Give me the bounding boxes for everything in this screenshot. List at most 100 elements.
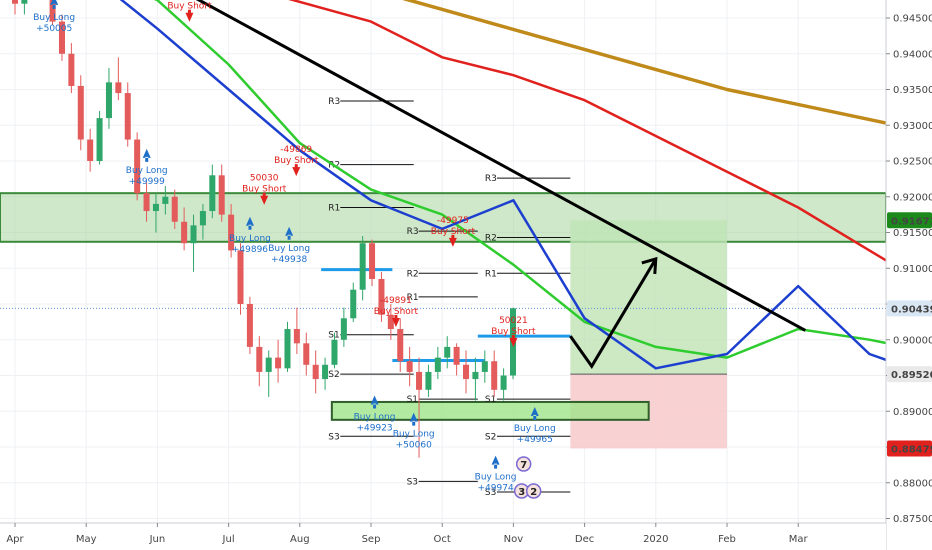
- candle-body: [378, 278, 385, 315]
- y-tick-label: 0.91500: [893, 228, 932, 239]
- candle-body: [11, 0, 19, 4]
- candle-body: [152, 203, 159, 212]
- y-tick-label: 0.94500: [893, 14, 932, 25]
- sell-arrow-icon: [391, 315, 400, 328]
- sell-arrow-icon: [509, 335, 518, 348]
- candle-body: [322, 364, 329, 380]
- y-tick-label: 0.93000: [893, 121, 932, 132]
- candle-body: [265, 357, 272, 372]
- signal-buy-label: Buy Long: [475, 473, 517, 483]
- candle-body: [134, 139, 141, 194]
- y-tick-label: 0.94000: [893, 49, 932, 60]
- candle-body: [96, 118, 103, 161]
- pivot-label: S1: [407, 395, 418, 405]
- x-tick-label: Feb: [718, 534, 736, 545]
- signal-sell-value: 50021: [499, 316, 528, 326]
- candle-body: [369, 243, 376, 279]
- signal-buy-value: +49974: [478, 484, 514, 494]
- candle-body: [171, 196, 178, 222]
- buy-arrow-icon: [50, 0, 59, 9]
- signal-sell-label: Buy Short: [242, 185, 287, 195]
- candle-body: [444, 346, 451, 358]
- y-tick-label: 0.91000: [893, 264, 932, 275]
- signal-buy-value: +50060: [396, 441, 432, 451]
- signal-sell-label: Buy Short: [167, 2, 212, 12]
- pivot-label: S3: [407, 477, 418, 487]
- x-tick-label: Mar: [789, 534, 809, 545]
- candle-body: [416, 371, 423, 390]
- signal-buy-label: Buy Long: [33, 13, 75, 23]
- pivot-label: R1: [328, 203, 340, 213]
- x-tick-label: Jul: [222, 534, 235, 545]
- candle-body: [434, 357, 441, 372]
- x-tick-label: Dec: [575, 534, 594, 545]
- counter-badge: [525, 483, 542, 499]
- sell-arrow-icon: [292, 164, 301, 177]
- candle-body: [49, 0, 56, 22]
- x-tick-label: May: [76, 534, 97, 545]
- price-badge-label: 0.89520: [891, 370, 932, 381]
- signal-sell-value: 50030: [250, 174, 279, 184]
- sell-arrow-icon: [260, 192, 269, 205]
- candle-body: [350, 289, 357, 319]
- signal-sell-value: 49994: [175, 0, 204, 1]
- candle-body: [162, 196, 169, 204]
- buy-arrow-icon: [285, 226, 294, 240]
- sell-arrow-icon: [185, 9, 194, 22]
- x-tick-label: Jun: [149, 534, 166, 545]
- candle-body: [425, 371, 432, 390]
- candle-body: [397, 329, 404, 362]
- candle-body: [199, 211, 206, 226]
- signal-sell-label: Buy Short: [491, 327, 536, 337]
- candle-body: [481, 361, 488, 372]
- y-tick-label: 0.92000: [893, 192, 932, 203]
- pivot-label: S2: [328, 370, 339, 380]
- y-tick-label: 0.88000: [893, 478, 932, 489]
- price-badge-label: 0.90439: [891, 304, 932, 315]
- price-badge: [887, 212, 932, 229]
- x-tick-label: Sep: [362, 534, 381, 545]
- candle-body: [387, 314, 394, 330]
- candle-body: [312, 364, 319, 380]
- counter-digit: 3: [518, 487, 525, 498]
- candle-body: [124, 93, 131, 140]
- signal-buy-label: Buy Long: [229, 234, 271, 244]
- trendline: [195, 0, 807, 332]
- candle-body: [58, 21, 65, 54]
- y-tick-label: 0.89000: [893, 407, 932, 418]
- buy-arrow-icon: [370, 395, 379, 409]
- pivot-label: S3: [328, 432, 339, 442]
- pivot-label: S2: [485, 432, 496, 442]
- signal-buy-value: +49965: [517, 435, 553, 445]
- counter-digit: 2: [530, 487, 537, 498]
- y-tick-label: 0.93500: [893, 85, 932, 96]
- candle-body: [256, 346, 263, 372]
- candle-body: [228, 214, 235, 251]
- candle-body: [218, 175, 225, 215]
- y-tick-label: 0.92500: [893, 157, 932, 168]
- x-tick-label: Oct: [434, 534, 451, 545]
- candle-body: [331, 339, 338, 365]
- counter-badge: [515, 456, 532, 472]
- candle-body: [359, 243, 366, 290]
- buy-arrow-icon: [245, 216, 254, 230]
- demand-zone: [330, 400, 650, 421]
- pivot-label: R1: [485, 269, 497, 279]
- pivot-label: R3: [485, 174, 497, 184]
- sell-arrow-icon: [448, 234, 457, 247]
- buy-arrow-icon: [142, 148, 151, 162]
- pivot-label: R2: [407, 269, 419, 279]
- y-axis-bg: [886, 0, 932, 550]
- candle-body: [491, 361, 498, 390]
- pivot-label: R3: [407, 227, 419, 237]
- candle-body: [105, 82, 112, 119]
- candle-body: [500, 375, 507, 390]
- candles: [11, 0, 517, 458]
- pivot-label: R3: [328, 97, 340, 107]
- signal-buy-label: Buy Long: [514, 424, 556, 434]
- candle-body: [275, 357, 282, 369]
- ma-line-0: [288, 0, 932, 290]
- buy-arrow-icon: [530, 406, 539, 420]
- signal-sell-label: Buy Short: [274, 156, 319, 166]
